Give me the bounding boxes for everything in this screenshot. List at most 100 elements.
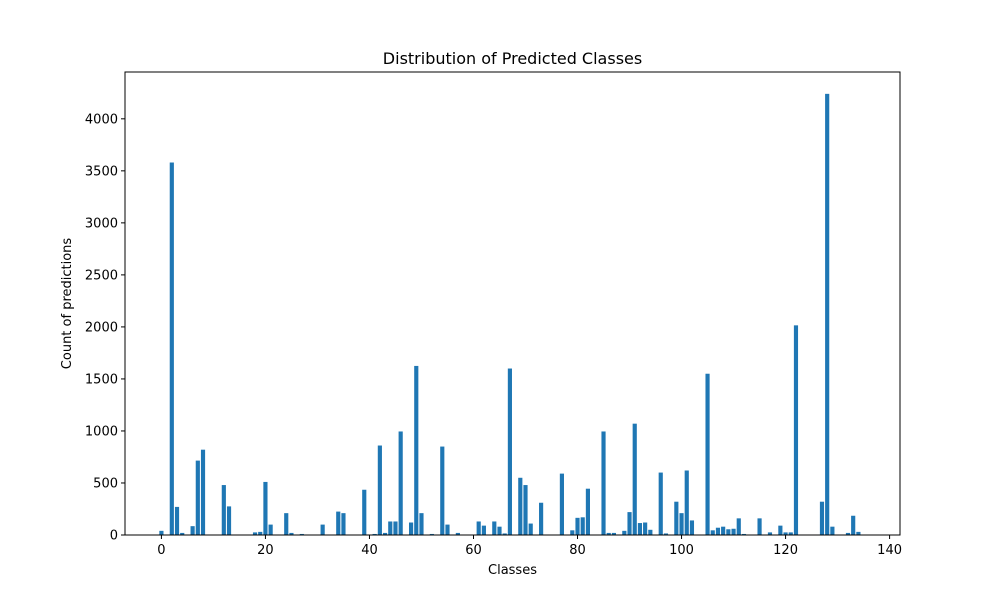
bar-class-65 bbox=[497, 526, 502, 535]
bar-class-66 bbox=[502, 533, 507, 535]
bar-class-105 bbox=[705, 373, 710, 535]
bar-class-71 bbox=[528, 523, 533, 535]
bar-class-2 bbox=[169, 162, 174, 535]
chart-title: Distribution of Predicted Classes bbox=[383, 49, 642, 68]
y-axis-label: Count of predictions bbox=[60, 238, 75, 370]
x-tick-label: 120 bbox=[773, 543, 798, 558]
bar-class-94 bbox=[648, 529, 653, 535]
bar-class-96 bbox=[658, 472, 663, 535]
bar-class-43 bbox=[382, 532, 388, 535]
bar-class-99 bbox=[674, 501, 679, 535]
plot-frame bbox=[124, 71, 901, 536]
y-tick-label: 3500 bbox=[85, 164, 118, 179]
x-tick-label: 40 bbox=[361, 543, 378, 558]
bar-class-81 bbox=[580, 517, 585, 535]
y-tick-label: 2000 bbox=[85, 320, 118, 335]
bar-class-3 bbox=[174, 506, 180, 535]
bar-class-21 bbox=[268, 524, 273, 535]
y-tick-label: 1500 bbox=[85, 372, 118, 387]
y-tick-label: 4000 bbox=[85, 112, 118, 127]
bar-class-86 bbox=[606, 532, 611, 535]
bar-class-67 bbox=[507, 368, 512, 535]
bar-class-55 bbox=[445, 524, 450, 535]
bar-class-109 bbox=[726, 529, 731, 535]
bar-class-62 bbox=[481, 525, 486, 535]
bar-class-108 bbox=[721, 526, 726, 535]
bar-class-119 bbox=[778, 525, 783, 535]
bar-class-117 bbox=[767, 532, 773, 535]
bar-class-12 bbox=[221, 485, 226, 535]
bar-class-120 bbox=[783, 532, 788, 535]
bar-class-19 bbox=[258, 531, 263, 535]
bar-class-50 bbox=[419, 513, 424, 535]
bar-class-45 bbox=[393, 521, 398, 535]
y-tick-label: 0 bbox=[110, 529, 118, 544]
bar-class-133 bbox=[851, 515, 856, 535]
y-axis-ticks: 0 500 1000 1500 2000 2500 3000 3500 4000 bbox=[85, 112, 125, 544]
bar-class-82 bbox=[585, 488, 590, 535]
bar-class-127 bbox=[819, 501, 825, 535]
bar-class-97 bbox=[663, 533, 669, 535]
x-tick-label: 100 bbox=[669, 543, 694, 558]
bar-class-122 bbox=[793, 325, 799, 535]
bar-class-110 bbox=[731, 528, 736, 535]
bar-class-61 bbox=[476, 521, 481, 535]
bar-class-18 bbox=[252, 532, 258, 535]
bar-class-115 bbox=[757, 518, 762, 535]
bar-class-102 bbox=[689, 520, 695, 535]
bar-class-112 bbox=[741, 533, 747, 535]
bar-class-121 bbox=[788, 532, 793, 535]
bar-class-91 bbox=[632, 423, 637, 535]
bar-class-6 bbox=[190, 526, 195, 535]
bar-class-79 bbox=[570, 530, 575, 535]
bars-group bbox=[159, 93, 861, 536]
bar-class-106 bbox=[710, 530, 715, 535]
bar-class-85 bbox=[601, 431, 606, 535]
x-tick-label: 20 bbox=[257, 543, 274, 558]
x-axis-label: Classes bbox=[488, 563, 537, 578]
bar-class-129 bbox=[830, 526, 835, 535]
x-tick-label: 140 bbox=[877, 543, 902, 558]
bar-class-48 bbox=[408, 522, 414, 535]
bar-class-73 bbox=[539, 502, 544, 535]
bar-class-42 bbox=[377, 445, 382, 535]
bar-class-64 bbox=[492, 521, 497, 535]
bar-class-107 bbox=[715, 527, 721, 535]
bar-class-100 bbox=[679, 513, 684, 535]
bar-class-80 bbox=[575, 517, 580, 535]
bar-class-57 bbox=[455, 532, 460, 535]
y-tick-label: 2500 bbox=[85, 268, 118, 283]
bar-class-27 bbox=[299, 533, 304, 535]
bar-class-24 bbox=[284, 513, 289, 535]
bar-class-4 bbox=[180, 532, 185, 535]
y-tick-label: 3000 bbox=[85, 216, 118, 231]
bar-class-111 bbox=[736, 518, 741, 535]
bar-class-70 bbox=[523, 485, 528, 535]
bar-class-0 bbox=[159, 530, 164, 535]
x-axis-ticks: 0 20 40 60 80 100 120 140 bbox=[157, 535, 902, 558]
bar-class-34 bbox=[336, 511, 341, 535]
bar-class-20 bbox=[263, 481, 268, 535]
bar-class-128 bbox=[825, 93, 830, 536]
bar-class-41 bbox=[372, 533, 377, 535]
bar-class-7 bbox=[195, 460, 200, 535]
bar-class-101 bbox=[684, 470, 689, 535]
bar-class-31 bbox=[320, 524, 325, 535]
bar-class-134 bbox=[856, 531, 861, 535]
bar-class-69 bbox=[518, 477, 523, 535]
bar-class-87 bbox=[611, 532, 617, 535]
x-tick-label: 0 bbox=[157, 543, 165, 558]
bar-class-13 bbox=[226, 506, 232, 535]
x-tick-label: 80 bbox=[569, 543, 586, 558]
bar-class-39 bbox=[362, 489, 367, 535]
bar-class-89 bbox=[622, 530, 627, 535]
bar-class-46 bbox=[398, 431, 403, 535]
y-tick-label: 500 bbox=[93, 476, 118, 491]
y-tick-label: 1000 bbox=[85, 424, 118, 439]
bar-class-49 bbox=[414, 365, 419, 535]
bar-class-77 bbox=[559, 473, 564, 535]
bar-class-132 bbox=[845, 532, 851, 535]
bar-class-90 bbox=[627, 512, 632, 535]
